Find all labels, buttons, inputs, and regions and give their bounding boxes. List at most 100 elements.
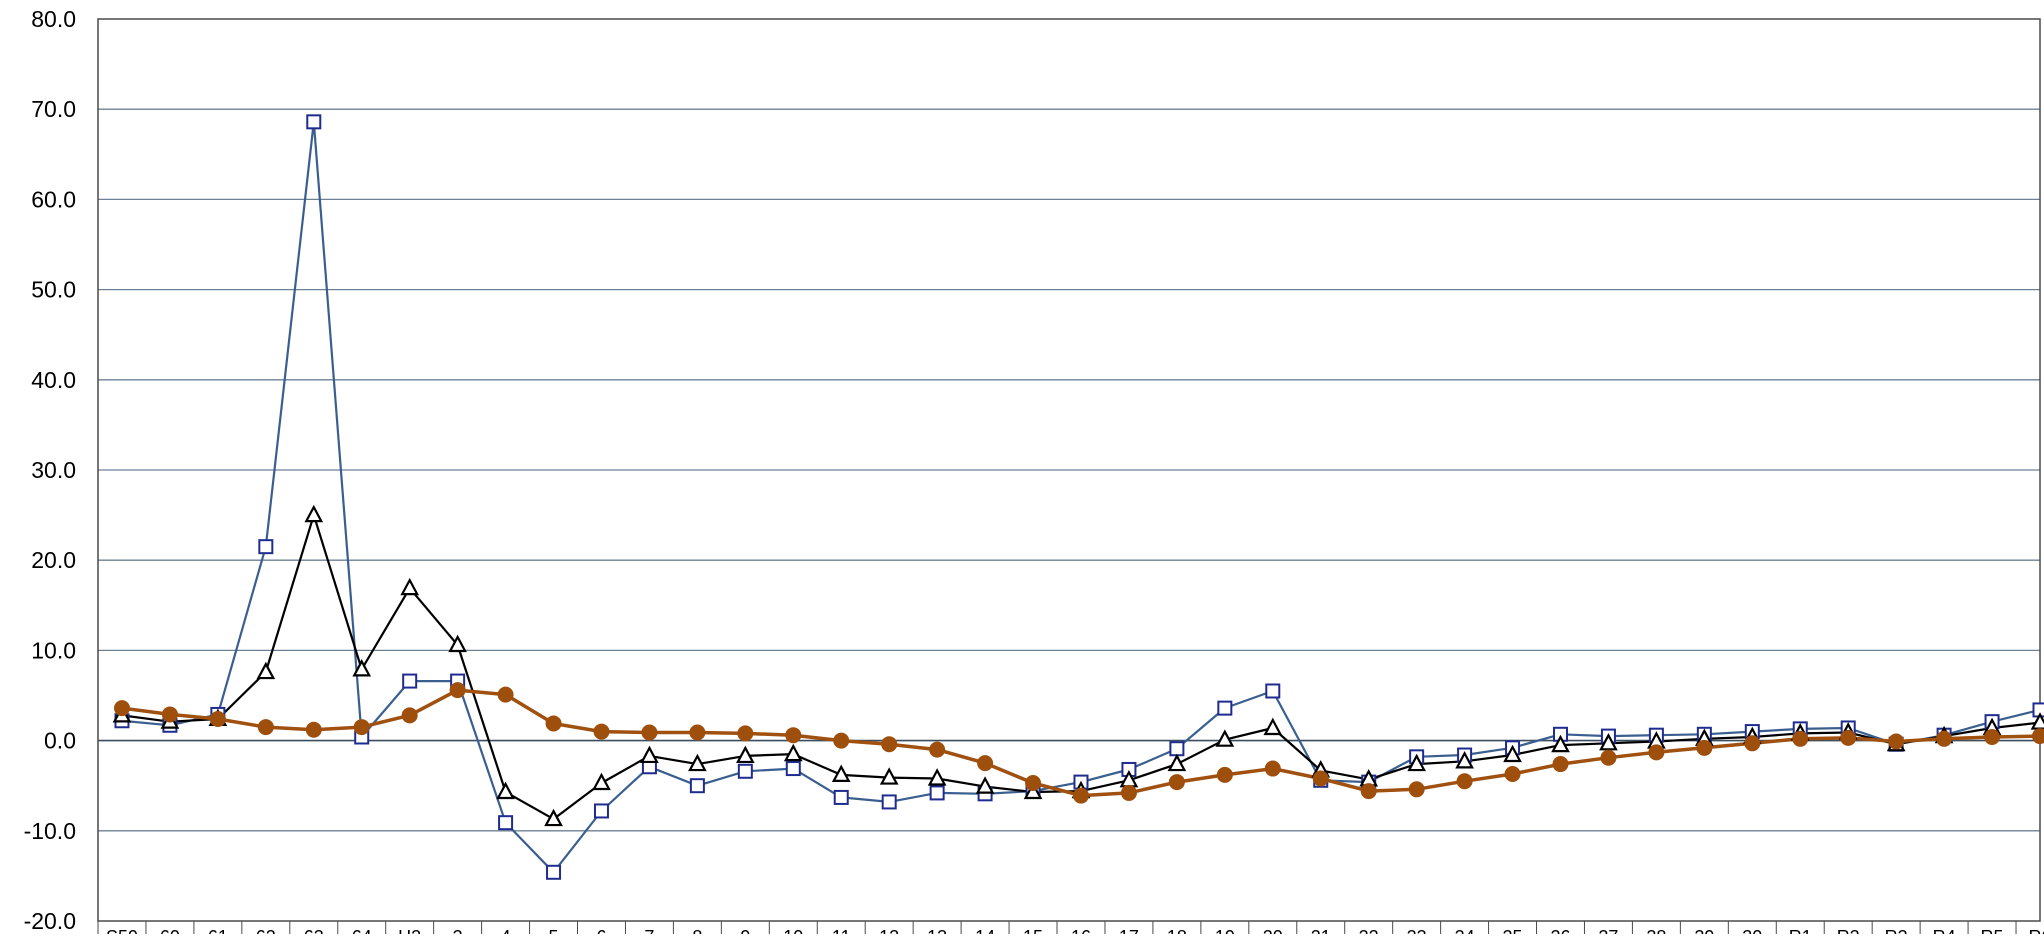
circle-marker (1505, 766, 1520, 781)
circle-marker (354, 720, 369, 735)
x-tick-label: 4 (501, 927, 511, 934)
circle-marker (1121, 785, 1136, 800)
triangle-marker (642, 748, 657, 762)
square-marker (883, 795, 896, 808)
x-tick-label: 3 (453, 927, 463, 934)
square-marker (1170, 742, 1183, 755)
circle-marker (834, 733, 849, 748)
x-tick-label: 60 (160, 927, 180, 934)
x-tick-label: 21 (1311, 927, 1331, 934)
x-tick-label: 16 (1071, 927, 1091, 934)
square-marker (835, 791, 848, 804)
x-tick-label: 23 (1407, 927, 1427, 934)
triangle-marker (594, 775, 609, 789)
square-marker (259, 540, 272, 553)
x-tick-label: 12 (879, 927, 899, 934)
x-tick-label: 29 (1694, 927, 1714, 934)
square-marker (1218, 702, 1231, 715)
circle-marker (594, 724, 609, 739)
triangle-marker (1169, 756, 1184, 770)
x-tick-label: 13 (927, 927, 947, 934)
circle-marker (546, 716, 561, 731)
series-line-1 (122, 122, 2040, 873)
x-tick-label: R4 (1933, 927, 1956, 934)
x-tick-label: 9 (740, 927, 750, 934)
circle-marker (210, 711, 225, 726)
x-tick-label: 7 (644, 927, 654, 934)
x-tick-label: 10 (783, 927, 803, 934)
square-marker (2034, 703, 2044, 716)
circle-marker (930, 742, 945, 757)
circle-marker (1601, 750, 1616, 765)
y-tick-label: 70.0 (31, 96, 76, 122)
y-tick-label: 20.0 (31, 547, 76, 573)
triangle-marker (402, 580, 417, 594)
square-marker (739, 765, 752, 778)
x-tick-label: R6 (2028, 927, 2044, 934)
x-tick-label: 63 (304, 927, 324, 934)
square-marker (403, 675, 416, 688)
y-tick-label: 40.0 (31, 367, 76, 393)
x-tick-label: 22 (1359, 927, 1379, 934)
x-tick-label: 62 (256, 927, 276, 934)
square-marker (787, 762, 800, 775)
circle-marker (1265, 761, 1280, 776)
marker-layer (114, 115, 2044, 878)
circle-marker (1073, 788, 1088, 803)
circle-marker (1985, 729, 2000, 744)
circle-marker (1889, 734, 1904, 749)
x-tick-label: 64 (352, 927, 372, 934)
circle-marker (1553, 757, 1568, 772)
x-tick-label: 26 (1550, 927, 1570, 934)
triangle-marker (546, 811, 561, 825)
circle-marker (306, 722, 321, 737)
circle-marker (1937, 731, 1952, 746)
x-tick-label: 25 (1503, 927, 1523, 934)
triangle-marker (1265, 720, 1280, 734)
x-tick-label: 14 (975, 927, 995, 934)
x-tick-label: 18 (1167, 927, 1187, 934)
y-tick-label: 0.0 (44, 728, 76, 754)
x-tick-label: 27 (1598, 927, 1618, 934)
circle-marker (978, 756, 993, 771)
square-marker (595, 804, 608, 817)
x-tick-label: 6 (596, 927, 606, 934)
circle-marker (114, 701, 129, 716)
y-tick-label: 80.0 (31, 6, 76, 32)
triangle-marker (306, 507, 321, 521)
x-tick-label: 11 (832, 927, 851, 934)
x-tick-label: R2 (1837, 927, 1860, 934)
y-tick-label: -10.0 (24, 818, 76, 844)
x-tick-label: 61 (208, 927, 228, 934)
x-tick-label: 8 (692, 927, 702, 934)
triangle-marker (498, 784, 513, 798)
x-tick-label: R1 (1789, 927, 1812, 934)
circle-marker (258, 720, 273, 735)
y-tick-label: -20.0 (24, 908, 76, 934)
circle-marker (882, 737, 897, 752)
square-marker (1266, 684, 1279, 697)
circle-marker (1841, 730, 1856, 745)
y-tick-label: 10.0 (31, 637, 76, 663)
x-tick-label: 5 (549, 927, 559, 934)
x-tick-label: 19 (1215, 927, 1235, 934)
x-tick-label: 30 (1742, 927, 1762, 934)
circle-marker (1169, 775, 1184, 790)
circle-marker (1745, 736, 1760, 751)
circle-marker (498, 687, 513, 702)
circle-marker (2033, 729, 2044, 744)
triangle-marker (834, 767, 849, 781)
circle-marker (1313, 771, 1328, 786)
circle-marker (1793, 731, 1808, 746)
square-marker (547, 866, 560, 879)
x-tick-label: S59 (106, 927, 138, 934)
circle-marker (402, 708, 417, 723)
x-tick-label: 15 (1023, 927, 1043, 934)
square-marker (307, 115, 320, 128)
circle-marker (1457, 774, 1472, 789)
x-tick-label: R3 (1885, 927, 1908, 934)
series-layer (122, 122, 2040, 873)
circle-marker (1409, 782, 1424, 797)
x-tick-label: 17 (1119, 927, 1139, 934)
